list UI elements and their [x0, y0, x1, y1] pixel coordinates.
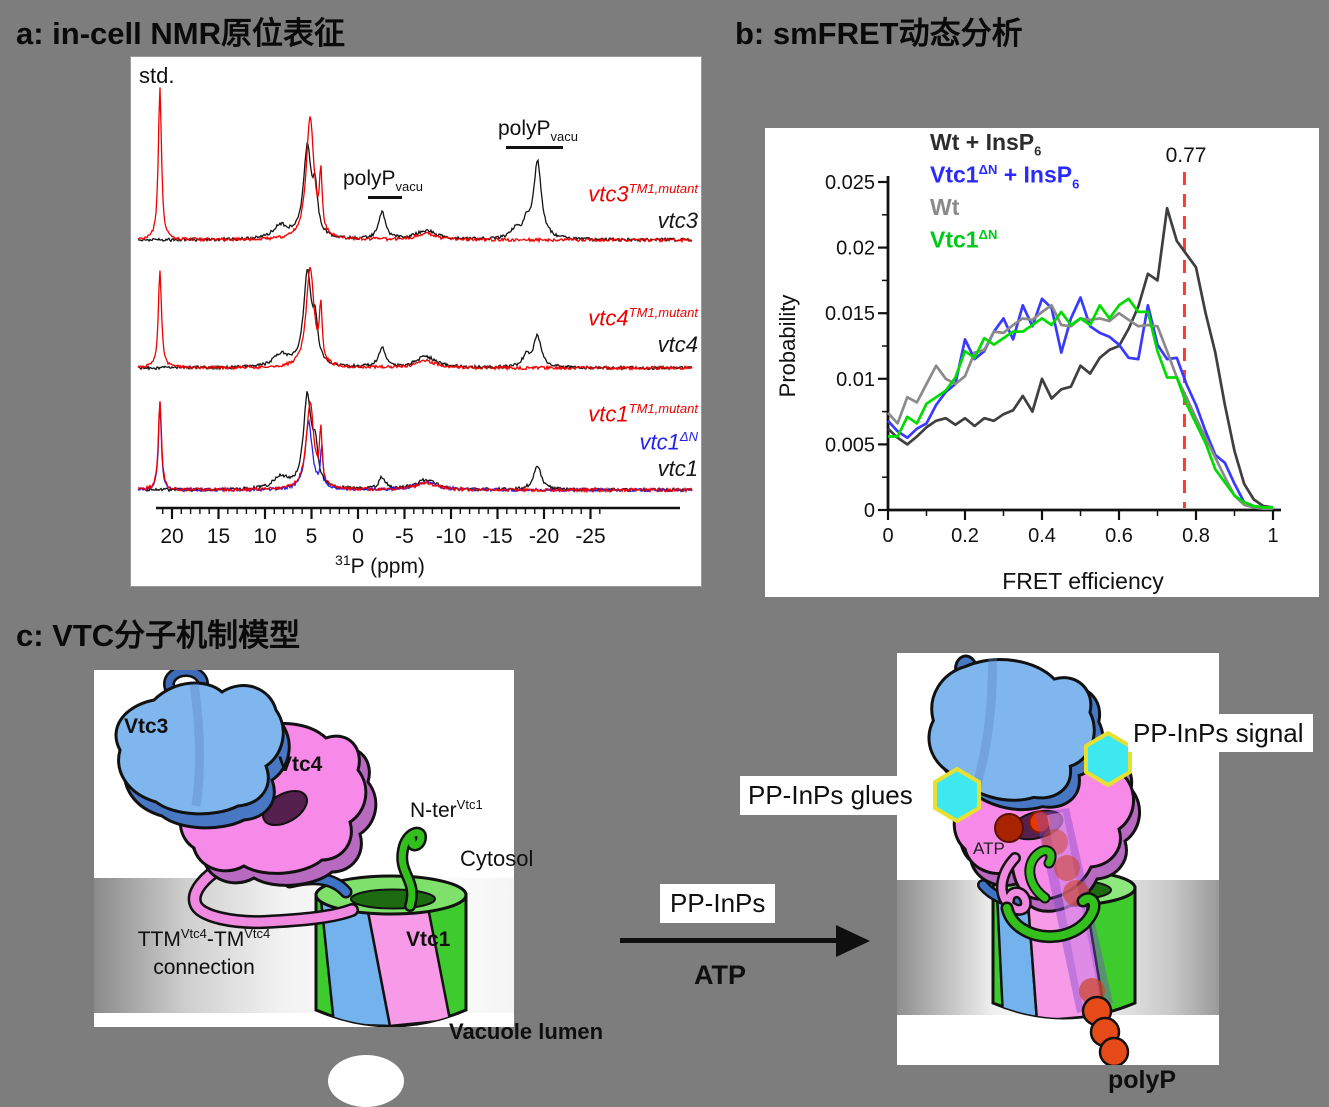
polyp-label: polyP [1108, 1066, 1177, 1094]
vtc-complex-diagram-before [94, 665, 514, 1032]
svg-text:0.6: 0.6 [1105, 525, 1133, 547]
reaction-arrowhead [836, 925, 870, 957]
vtc3-blob [927, 654, 1105, 811]
ttm-connection-label: TTMVtc4-TMVtc4 connection [137, 926, 271, 980]
atp-small-label: ATP [973, 839, 1005, 858]
panel-a-title: a: in-cell NMR原位表征 [16, 16, 345, 51]
pp-inps-glue-label: PP-InPs glues [740, 776, 921, 815]
svg-text:0.4: 0.4 [1028, 525, 1056, 547]
fret-x-axis-label: FRET efficiency [1002, 568, 1164, 594]
pp-inps-hexagon-right [1084, 730, 1132, 788]
svg-text:10: 10 [253, 525, 276, 548]
reaction-substrate-label: PP-InPs [660, 884, 776, 923]
fret-series-Vtc1ΔN [888, 297, 1273, 509]
nmr-trace-vtc4TM1,mutant [137, 266, 693, 372]
reaction-atp-label: ATP [694, 960, 746, 990]
polyp-vacu-label-1: polyPvacu [343, 167, 423, 194]
vtc1-cylinder-pore [350, 888, 436, 910]
std-peak-label: std. [139, 63, 174, 88]
nmr-trace-vtc1TM1,mutant [137, 400, 693, 494]
trace-label-vtc3-mutant: vtc3TM1,mutant [588, 181, 698, 207]
fret-series-Wt [887, 303, 1273, 511]
vtc4-label: Vtc4 [278, 753, 323, 776]
vtc3-blob [114, 665, 291, 830]
pp-inps-signal-label: PP-InPs signal [1133, 718, 1304, 748]
svg-text:0.02: 0.02 [836, 238, 875, 260]
fret-y-axis-label: Probability [775, 295, 800, 398]
svg-text:0.01: 0.01 [836, 369, 875, 391]
nterm-label: N-terVtc1 [410, 797, 483, 822]
svg-text:-10: -10 [436, 525, 466, 548]
svg-text:5: 5 [306, 525, 318, 548]
vacuole-lumen-label: Vacuole lumen [449, 1019, 604, 1044]
legend-item-vtc1dn-insp6: Vtc1ΔN + InsP6 [930, 161, 1080, 192]
svg-text:-5: -5 [395, 525, 414, 548]
svg-text:1: 1 [1267, 525, 1278, 547]
fret-series-Wt + InsP6 [887, 206, 1274, 509]
phosphate-faded-2 [1054, 855, 1080, 881]
legend-item-vtc1dn: Vtc1ΔN [930, 226, 998, 253]
svg-text:0.015: 0.015 [825, 303, 875, 325]
vtc1-nterm-curl [396, 826, 427, 912]
polyp-underline-1 [368, 196, 402, 199]
vtc3-label: Vtc3 [124, 715, 169, 738]
legend-item-wt-insp6: Wt + InsP6 [930, 129, 1042, 159]
vacuole-white-ellipse [328, 1055, 404, 1107]
polyp-vacu-label-2: polyPvacu [498, 117, 578, 144]
vtc3-stripe [189, 683, 205, 807]
nmr-x-axis-label: 31P (ppm) [335, 552, 425, 578]
vtc-complex-diagram-after [897, 653, 1219, 1070]
polyp-unit-3 [1098, 1036, 1130, 1068]
panel-b-title: b: smFRET动态分析 [735, 16, 1023, 51]
svg-text:-20: -20 [529, 525, 559, 548]
vtc1-nterm-loop [1000, 845, 1101, 943]
svg-text:0.025: 0.025 [825, 172, 875, 194]
svg-text:0: 0 [864, 500, 875, 522]
trace-label-vtc4-mutant: vtc4TM1,mutant [588, 305, 698, 331]
cytosol-label: Cytosol [460, 846, 534, 871]
nmr-spectra-chart: std. polyPvacu polyPvacu 31P (ppm) 20 15 1… [130, 56, 700, 590]
trace-label-vtc1: vtc1 [657, 456, 698, 481]
trace-label-vtc1-deltaN: vtc1ΔN [639, 429, 698, 455]
signal-label-bg [1128, 714, 1313, 752]
trace-label-vtc1-mutant: vtc1TM1,mutant [588, 401, 698, 427]
trace-label-vtc3: vtc3 [657, 208, 698, 233]
trace-label-vtc4: vtc4 [657, 332, 698, 357]
atp-molecule-1 [994, 813, 1024, 843]
svg-text:15: 15 [207, 525, 230, 548]
fret-marker-value: 0.77 [1166, 144, 1207, 167]
pp-inps-hexagon-left [933, 766, 981, 824]
fret-series-Vtc1ΔN + InsP6 [887, 296, 1273, 509]
svg-text:0.8: 0.8 [1182, 525, 1210, 547]
legend-item-wt: Wt [930, 194, 960, 220]
svg-text:0.005: 0.005 [825, 434, 875, 456]
reaction-arrow [620, 938, 838, 943]
fret-histogram-chart: 0.77 Probability FRET efficiency 0 0.005 0… [765, 128, 1319, 602]
svg-text:-15: -15 [482, 525, 512, 548]
panel-c-title: c: VTC分子机制模型 [16, 618, 301, 653]
ttm-tm-connection-tube [995, 852, 1032, 916]
svg-text:0: 0 [882, 525, 893, 547]
ttm-tm-connection-tube [187, 860, 359, 930]
panel-a-box [130, 56, 702, 587]
svg-text:20: 20 [160, 525, 183, 548]
svg-text:0: 0 [352, 525, 364, 548]
vtc1-label: Vtc1 [406, 928, 451, 951]
svg-text:-25: -25 [575, 525, 605, 548]
nmr-trace-vtc3TM1,mutant [137, 87, 693, 244]
polyp-underline-2 [506, 146, 563, 149]
svg-text:0.2: 0.2 [951, 525, 979, 547]
